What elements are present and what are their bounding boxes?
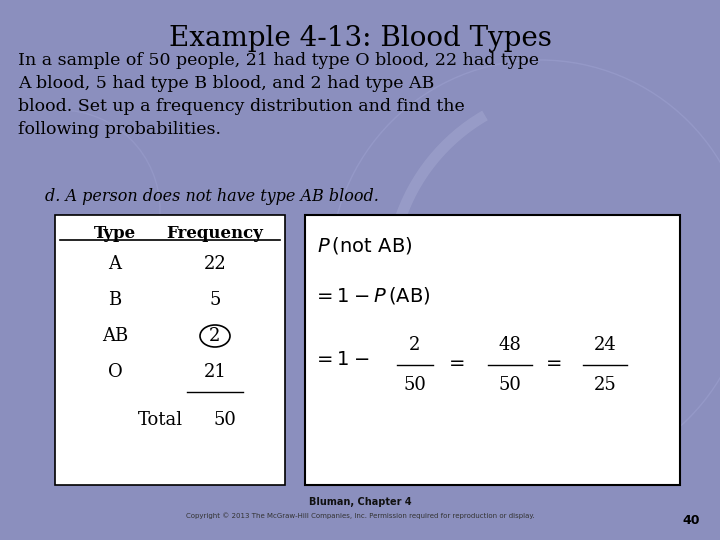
- Text: Total: Total: [138, 411, 183, 429]
- Text: B: B: [109, 291, 122, 309]
- Text: $=$: $=$: [542, 353, 562, 371]
- Text: 24: 24: [593, 336, 616, 354]
- Text: 22: 22: [204, 255, 226, 273]
- Text: Type: Type: [94, 225, 136, 242]
- Text: 25: 25: [593, 376, 616, 394]
- Text: AB: AB: [102, 327, 128, 345]
- Text: Frequency: Frequency: [166, 225, 264, 242]
- Text: 2: 2: [409, 336, 420, 354]
- FancyBboxPatch shape: [55, 215, 285, 485]
- Text: 5: 5: [210, 291, 221, 309]
- Text: 40: 40: [683, 514, 700, 526]
- Text: $=$: $=$: [445, 353, 465, 371]
- Text: A: A: [109, 255, 122, 273]
- Text: $=1-$: $=1-$: [313, 351, 369, 369]
- Text: Example 4-13: Blood Types: Example 4-13: Blood Types: [168, 25, 552, 52]
- Text: 2: 2: [210, 327, 221, 345]
- FancyBboxPatch shape: [305, 215, 680, 485]
- Text: $=1-P\,(\mathrm{AB})$: $=1-P\,(\mathrm{AB})$: [313, 285, 431, 306]
- Text: O: O: [107, 363, 122, 381]
- Text: 48: 48: [498, 336, 521, 354]
- Text: 21: 21: [204, 363, 226, 381]
- Text: 50: 50: [214, 411, 236, 429]
- Text: d. A person does not have type AB blood.: d. A person does not have type AB blood.: [45, 188, 379, 205]
- Text: 50: 50: [404, 376, 426, 394]
- Text: $P\,(\mathrm{not\ AB})$: $P\,(\mathrm{not\ AB})$: [317, 235, 413, 256]
- Text: 50: 50: [498, 376, 521, 394]
- Text: Copyright © 2013 The McGraw-Hill Companies, Inc. Permission required for reprodu: Copyright © 2013 The McGraw-Hill Compani…: [186, 512, 534, 519]
- Text: In a sample of 50 people, 21 had type O blood, 22 had type
A blood, 5 had type B: In a sample of 50 people, 21 had type O …: [18, 52, 539, 138]
- Text: Bluman, Chapter 4: Bluman, Chapter 4: [309, 497, 411, 507]
